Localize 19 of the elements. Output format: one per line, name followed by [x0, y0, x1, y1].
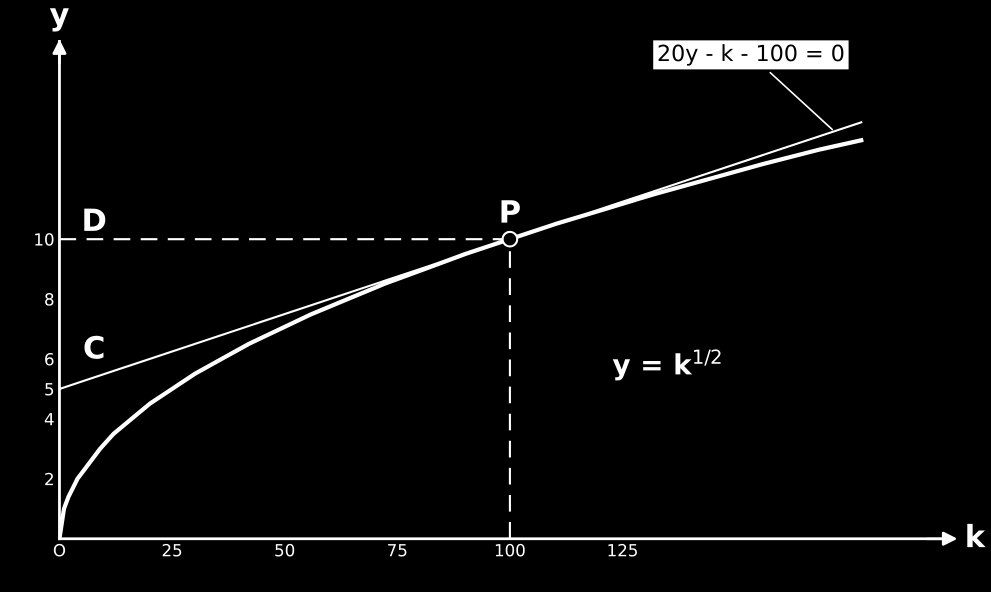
x-tick-label: 75: [388, 544, 406, 556]
annotation: 20y - k - 100 = 0: [658, 44, 844, 66]
y-tick-label: 10: [35, 233, 54, 246]
x-tick-label: O: [54, 544, 66, 556]
x-tick-label: 50: [275, 544, 294, 556]
y-tick-label: 4: [44, 413, 54, 426]
y-tick-label: 2: [45, 472, 53, 486]
annotation: C: [84, 336, 104, 359]
x-axis-title: k: [967, 524, 986, 548]
x-tick-label: 25: [162, 544, 182, 556]
annotation: y = k$^{1/2}$: [612, 349, 721, 380]
y-axis-title: y: [50, 8, 69, 32]
y-tick-label: 8: [45, 293, 54, 306]
x-tick-label: 125: [608, 544, 637, 556]
annotation: D: [84, 208, 106, 231]
y-tick-label: 5: [45, 383, 54, 396]
y-tick-label: 6: [45, 352, 54, 366]
annotation: P: [502, 200, 520, 223]
x-tick-label: 100: [496, 544, 525, 556]
